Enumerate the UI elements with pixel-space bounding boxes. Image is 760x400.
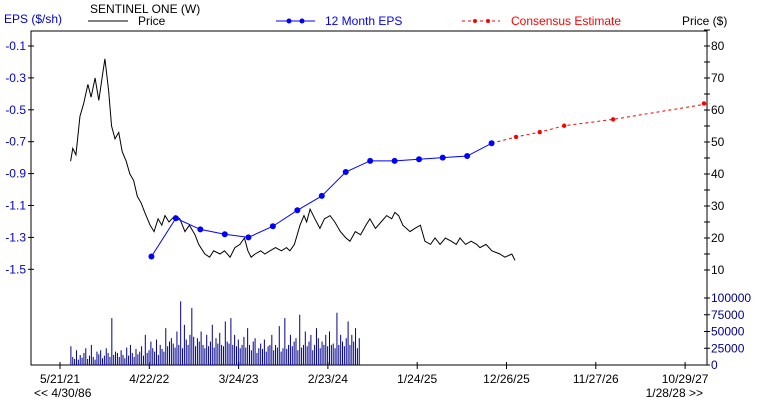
eps-tick-label: -1.5: [5, 262, 26, 276]
eps-point: [148, 253, 155, 260]
range-start-link[interactable]: << 4/30/86: [34, 386, 92, 400]
price-tick-label: 60: [711, 103, 725, 117]
eps-point: [197, 226, 204, 233]
eps-point: [464, 153, 471, 160]
eps-tick-label: -0.3: [5, 71, 26, 85]
consensus-point: [701, 101, 707, 106]
x-tick-label: 5/21/21: [40, 372, 80, 386]
eps-tick-label: -0.7: [5, 135, 26, 149]
plot-frame: [30, 30, 708, 366]
legend-eps-marker: [299, 18, 305, 24]
legend-eps-marker: [286, 18, 292, 24]
price-line: [70, 58, 516, 261]
consensus-point: [610, 117, 616, 122]
x-tick-label: 1/24/25: [397, 372, 437, 386]
eps-point: [488, 140, 495, 147]
eps-point: [294, 207, 301, 214]
legend-consensus-marker: [473, 19, 477, 23]
eps-point: [416, 156, 423, 163]
eps-point: [269, 223, 276, 230]
eps-point: [439, 154, 446, 161]
x-tick-label: 12/26/25: [483, 372, 530, 386]
volume-tick-label: 100000: [711, 291, 751, 305]
volume-tick-label: 50000: [711, 325, 745, 339]
eps-tick-label: -0.1: [5, 39, 26, 53]
consensus-point: [537, 129, 542, 135]
eps-point: [318, 192, 325, 199]
eps-point: [245, 234, 252, 241]
price-tick-label: 10: [711, 263, 725, 277]
eps-point: [221, 231, 228, 238]
eps-line: [151, 142, 492, 257]
price-tick-label: 20: [711, 231, 725, 245]
x-tick-label: 11/27/26: [573, 372, 619, 386]
x-tick-label: 4/22/22: [129, 372, 169, 386]
eps-tick-label: -0.5: [5, 103, 26, 117]
consensus-point: [513, 134, 519, 140]
volume-tick-label: 25000: [711, 341, 745, 355]
price-tick-label: 70: [711, 71, 725, 85]
right-axis-label: Price ($): [682, 14, 727, 28]
eps-point: [367, 157, 374, 164]
x-tick-label: 2/23/24: [308, 372, 348, 386]
eps-point: [391, 157, 398, 164]
chart-title: SENTINEL ONE (W): [90, 2, 200, 16]
price-tick-label: 50: [711, 135, 725, 149]
eps-tick-label: -1.1: [5, 199, 26, 213]
x-tick-label: 10/29/27: [662, 372, 709, 386]
legend-consensus-marker: [486, 19, 490, 23]
range-end-link[interactable]: 1/28/28 >>: [646, 386, 703, 400]
volume-tick-label: 0: [711, 358, 718, 372]
price-tick-label: 30: [711, 199, 725, 213]
price-tick-label: 80: [711, 39, 725, 53]
eps-point: [172, 215, 179, 222]
eps-tick-label: -0.9: [5, 167, 26, 181]
legend-price: Price: [138, 14, 166, 28]
consensus-point: [561, 123, 567, 128]
eps-tick-label: -1.3: [5, 230, 26, 244]
price-tick-label: 40: [711, 167, 725, 181]
legend-consensus: Consensus Estimate: [511, 14, 621, 28]
eps-point: [342, 169, 349, 176]
volume-tick-label: 75000: [711, 308, 745, 322]
x-tick-label: 3/24/23: [219, 372, 259, 386]
consensus-line: [491, 102, 711, 144]
left-axis-label: EPS ($/sh): [4, 12, 62, 26]
legend-eps: 12 Month EPS: [325, 14, 402, 28]
